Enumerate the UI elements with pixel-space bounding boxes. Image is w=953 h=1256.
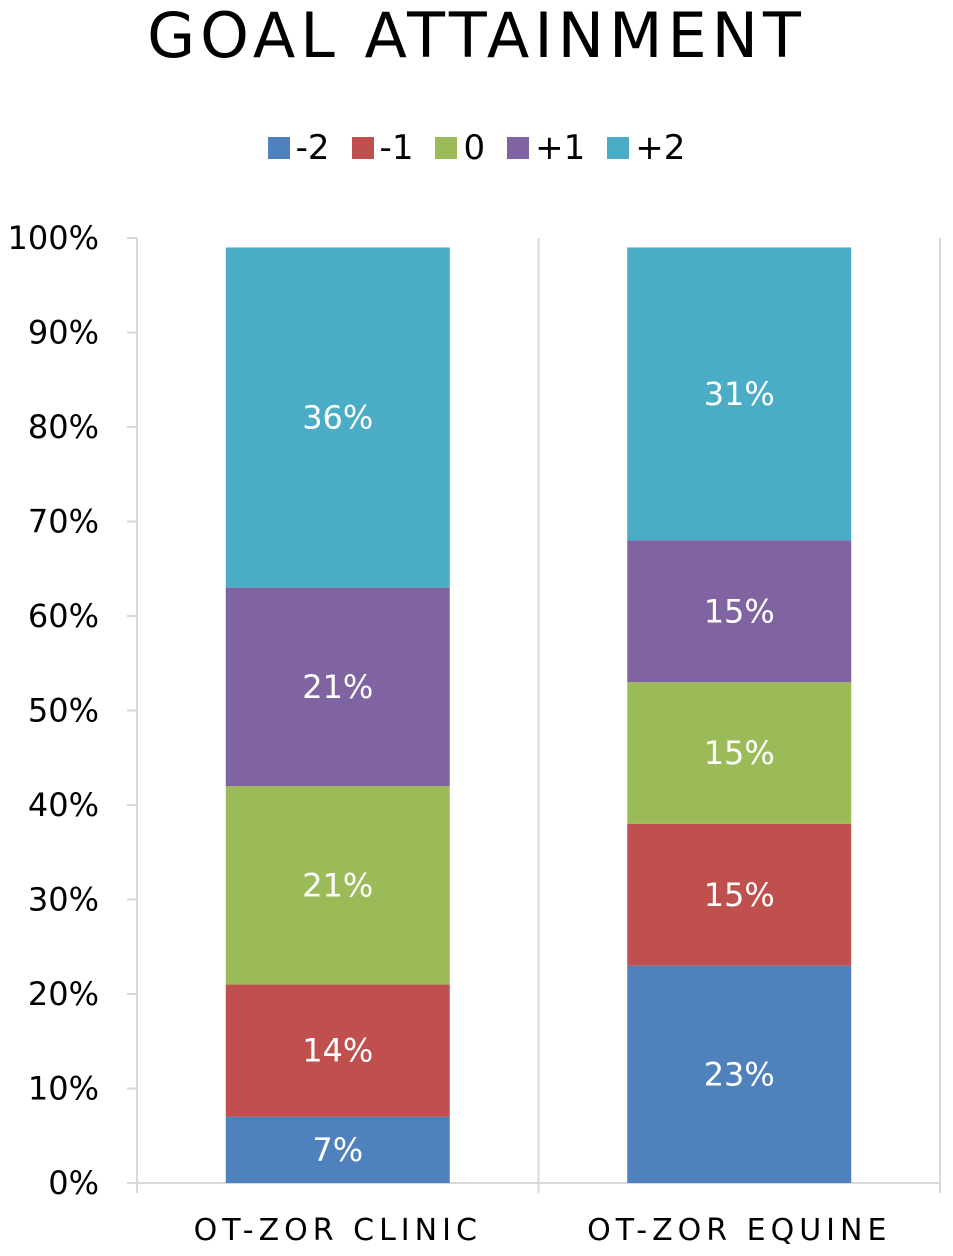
y-tick-label: 10% <box>28 1070 99 1108</box>
y-tick-label: 90% <box>28 314 99 352</box>
y-tick-label: 0% <box>48 1164 99 1202</box>
bar-segment <box>225 1116 450 1183</box>
y-tick-label: 100% <box>8 219 99 257</box>
data-label: 15% <box>704 734 775 772</box>
x-category-label: OT-ZOR EQUINE <box>587 1213 891 1248</box>
bar-segment <box>627 682 852 824</box>
y-tick-label: 60% <box>28 597 99 635</box>
bar-segment <box>225 786 450 985</box>
y-tick-label: 70% <box>28 503 99 541</box>
legend-swatch <box>267 137 290 159</box>
bar-segment <box>627 823 852 966</box>
y-tick-label: 40% <box>28 786 99 824</box>
chart-title: GOAL ATTAINMENT <box>147 0 806 72</box>
legend-swatch <box>607 137 630 159</box>
y-tick-label: 80% <box>28 408 99 446</box>
y-tick-label: 30% <box>28 881 99 919</box>
bar-segment <box>627 965 852 1183</box>
legend-label: +2 <box>635 128 686 168</box>
legend-swatch <box>351 137 374 159</box>
legend-label: -2 <box>295 128 330 168</box>
data-label: 15% <box>704 876 775 914</box>
legend-item: +1 <box>507 128 585 168</box>
y-tick-label: 50% <box>28 692 99 730</box>
x-category-label: OT-ZOR CLINIC <box>194 1213 482 1248</box>
legend-item: +2 <box>607 128 685 168</box>
legend-item: 0 <box>435 128 485 168</box>
data-label: 7% <box>312 1131 363 1169</box>
bar-segment <box>225 587 450 787</box>
data-label: 31% <box>704 375 775 413</box>
bar-segment <box>627 247 852 541</box>
data-label: 15% <box>704 592 775 630</box>
bar-segment <box>225 247 450 588</box>
data-label: 21% <box>302 866 373 904</box>
data-label: 21% <box>302 668 373 706</box>
y-tick-label: 20% <box>28 975 99 1013</box>
bar-segment <box>225 984 450 1117</box>
legend-label: -1 <box>379 128 414 168</box>
legend-label: 0 <box>463 128 486 168</box>
legend: -2 -1 0 +1 +2 <box>0 128 953 168</box>
legend-swatch <box>507 137 530 159</box>
legend-label: +1 <box>535 128 586 168</box>
data-label: 23% <box>704 1055 775 1093</box>
data-label: 14% <box>302 1032 373 1070</box>
legend-swatch <box>435 137 458 159</box>
legend-item: -1 <box>351 128 414 168</box>
bar-segment <box>627 540 852 683</box>
data-label: 36% <box>302 399 373 437</box>
legend-item: -2 <box>267 128 330 168</box>
